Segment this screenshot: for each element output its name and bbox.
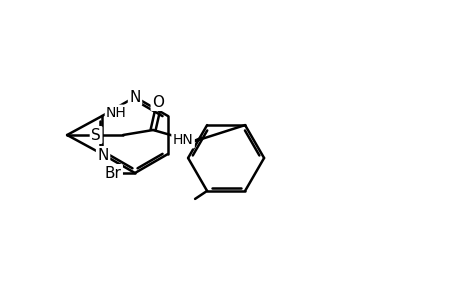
Text: NH: NH — [106, 106, 127, 120]
Text: N: N — [129, 89, 140, 104]
Text: HN: HN — [172, 133, 193, 147]
Text: S: S — [91, 128, 101, 142]
Text: Br: Br — [104, 166, 121, 181]
Text: N: N — [97, 148, 108, 163]
Text: O: O — [152, 94, 164, 110]
